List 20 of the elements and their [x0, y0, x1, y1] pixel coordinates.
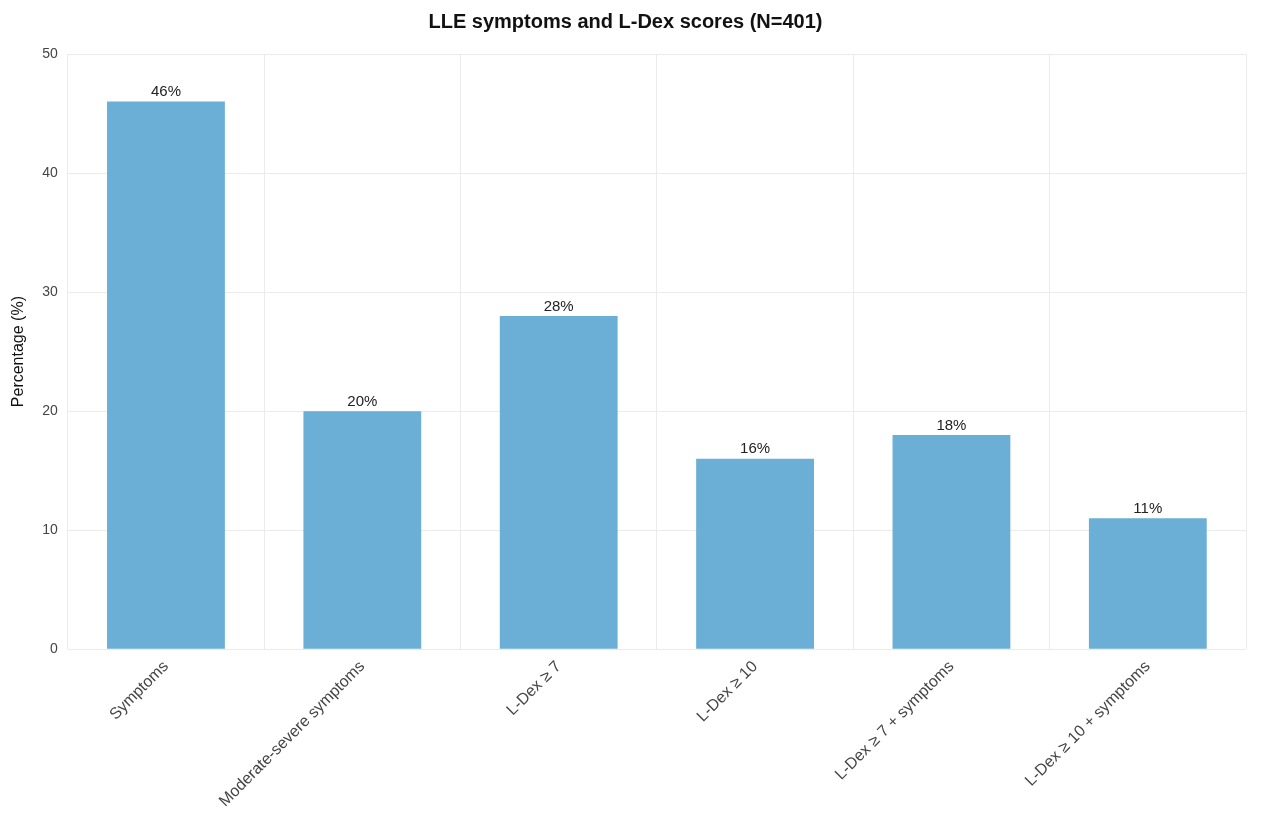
data-label: 20% [347, 391, 378, 409]
y-axis-title: Percentage (%) [9, 296, 27, 408]
y-tick-label: 50 [42, 44, 58, 61]
y-tick-label: 10 [42, 521, 58, 538]
bar [499, 315, 618, 649]
data-label: 46% [150, 82, 181, 100]
chart-title: LLE symptoms and L-Dex scores (N=401) [428, 9, 823, 32]
y-tick-label: 20 [42, 401, 58, 418]
y-tick-label: 0 [49, 640, 58, 657]
bar [696, 458, 814, 649]
data-label: 16% [740, 439, 771, 457]
y-tick-label: 30 [42, 282, 58, 299]
bar [303, 411, 422, 649]
data-label: 28% [543, 296, 574, 314]
bar [1088, 518, 1207, 649]
data-label: 18% [936, 415, 967, 433]
data-label: 11% [1133, 498, 1163, 516]
bar [107, 101, 225, 649]
y-tick-label: 40 [42, 163, 58, 180]
bar [892, 434, 1011, 649]
